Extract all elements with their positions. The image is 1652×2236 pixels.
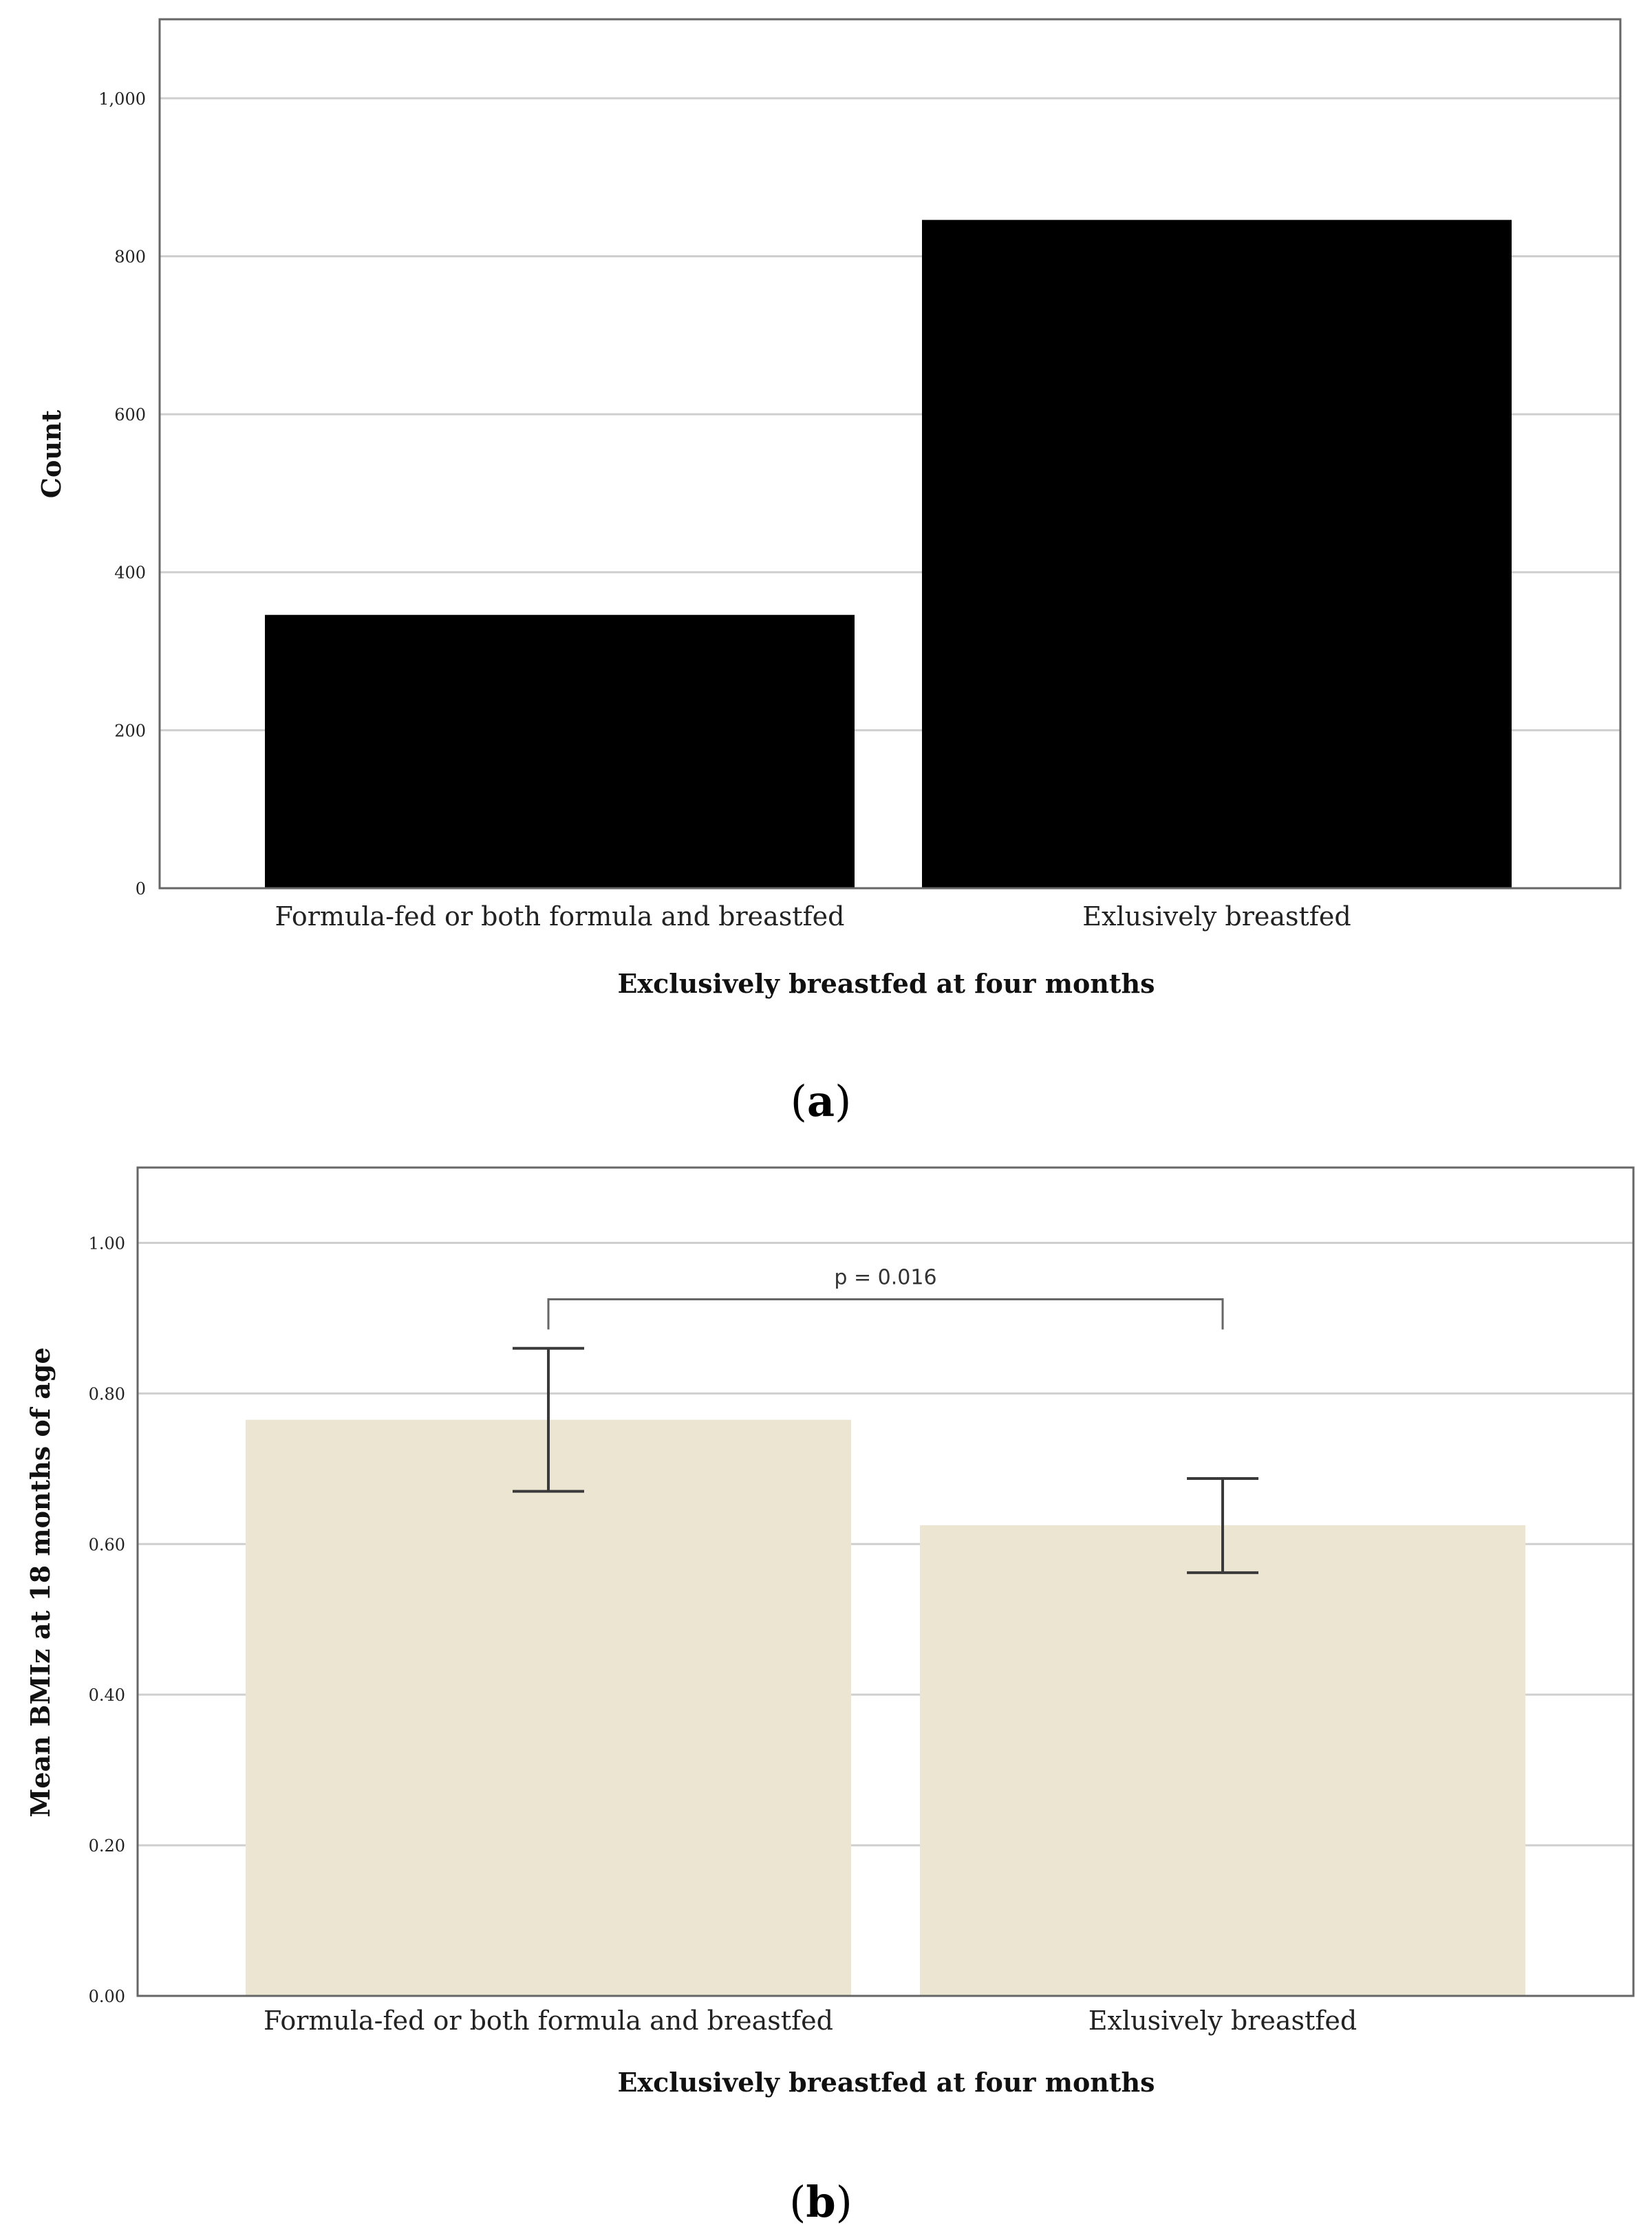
y-tick-label: 0.20 xyxy=(89,1836,125,1856)
y-tick-label: 600 xyxy=(114,405,146,424)
panel-label-b: (b) xyxy=(789,2177,852,2227)
x-tick-label: Exlusively breastfed xyxy=(1082,901,1351,932)
y-tick-label: 1,000 xyxy=(98,89,146,109)
y-axis-title: Mean BMIz at 18 months of age xyxy=(25,1347,56,1817)
x-axis-title: Exclusively breastfed at four months xyxy=(617,2067,1155,2098)
x-tick-label: Formula-fed or both formula and breastfe… xyxy=(264,2006,833,2036)
y-tick-label: 800 xyxy=(114,247,146,266)
error-bars xyxy=(513,1346,1258,1574)
chart-panel-a: 0 200 400 600 800 1,000 Formula-fed or both f… xyxy=(36,18,1622,1126)
y-axis-title: Count xyxy=(36,409,67,498)
y-tick-label: 0.00 xyxy=(89,1987,125,2006)
plot-frame xyxy=(136,1166,1635,1997)
y-tick-label: 0.60 xyxy=(89,1535,125,1554)
significance-bracket xyxy=(547,1298,1224,1330)
bar xyxy=(246,1419,851,1996)
y-tick-label: 0.40 xyxy=(89,1686,125,1705)
y-tick-labels: 0.00 0.20 0.40 0.60 0.80 1.00 xyxy=(89,1234,125,2006)
x-tick-label: Exlusively breastfed xyxy=(1088,2006,1357,2036)
y-tick-label: 0.80 xyxy=(89,1384,125,1404)
bars xyxy=(246,1419,1525,1996)
y-tick-labels: 0 200 400 600 800 1,000 xyxy=(98,89,146,899)
y-tick-label: 0 xyxy=(136,879,146,899)
bars xyxy=(265,219,1512,888)
y-tick-label: 400 xyxy=(114,563,146,583)
y-tick-label: 200 xyxy=(114,721,146,740)
plot-frame xyxy=(158,18,1622,890)
error-bar xyxy=(513,1346,584,1493)
x-tick-labels: Formula-fed or both formula and breastfe… xyxy=(264,2006,1357,2036)
bar xyxy=(920,1525,1525,1996)
y-tick-label: 1.00 xyxy=(89,1234,125,1253)
x-tick-label: Formula-fed or both formula and breastfe… xyxy=(275,901,845,932)
x-tick-labels: Formula-fed or both formula and breastfe… xyxy=(275,901,1351,932)
error-bar xyxy=(1187,1477,1258,1574)
panel-label-a-letter: a xyxy=(807,1076,835,1126)
panel-label-a: (a) xyxy=(791,1076,852,1126)
chart-panel-b: 0.00 0.20 0.40 0.60 0.80 1.00 Formula-fed or … xyxy=(25,1166,1635,2227)
x-axis-title: Exclusively breastfed at four months xyxy=(617,968,1155,999)
panel-label-b-letter: b xyxy=(806,2177,835,2227)
bar xyxy=(265,614,855,888)
p-value-annotation: p = 0.016 xyxy=(834,1266,936,1290)
bar xyxy=(922,219,1512,888)
